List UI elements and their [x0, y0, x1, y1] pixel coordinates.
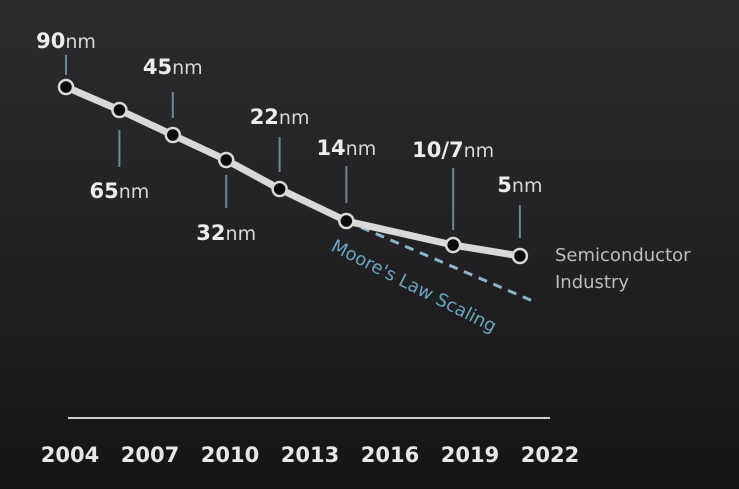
x-tick-label: 2016 — [361, 443, 419, 467]
node-label: 45nm — [143, 55, 203, 79]
node-label: 32nm — [196, 221, 256, 245]
data-point — [111, 101, 128, 119]
data-point — [57, 78, 75, 96]
data-point — [511, 247, 529, 265]
x-tick-label: 2004 — [41, 443, 99, 467]
data-point — [444, 236, 462, 254]
data-point — [338, 212, 355, 230]
series-label-semiconductor: Semiconductor Industry — [555, 245, 696, 293]
node-label: 22nm — [250, 105, 310, 129]
data-point — [164, 126, 182, 144]
x-tick-label: 2007 — [121, 443, 179, 467]
node-label: 5nm — [497, 173, 542, 197]
node-label: 14nm — [316, 136, 376, 160]
node-label: 65nm — [90, 179, 150, 203]
x-tick-label: 2013 — [281, 443, 339, 467]
x-tick-label: 2019 — [441, 443, 499, 467]
node-label: 90nm — [36, 29, 96, 53]
node-label: 10/7nm — [412, 138, 494, 162]
semiconductor-industry-line — [62, 83, 524, 260]
x-tick-label: 2022 — [521, 443, 579, 467]
moores-law-dashed-line — [345, 219, 536, 304]
data-point — [217, 151, 235, 169]
x-tick-label: 2010 — [201, 443, 259, 467]
data-point — [271, 180, 288, 198]
